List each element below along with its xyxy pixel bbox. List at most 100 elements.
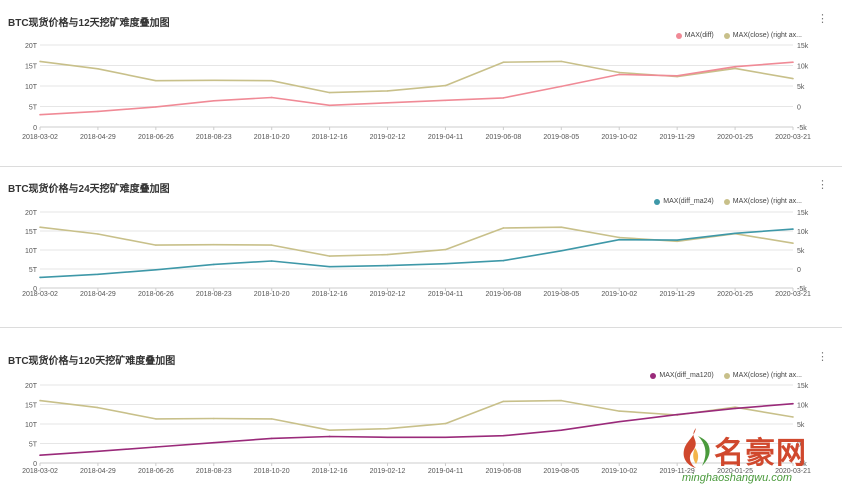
x-tick-label: 2019-08-05 (543, 134, 579, 141)
data-point (212, 99, 215, 102)
x-tick-label: 2018-04-29 (80, 291, 116, 298)
data-point (792, 61, 794, 64)
data-point (97, 273, 99, 276)
y-tick-label-left: 10T (25, 248, 38, 255)
x-tick-label: 2018-04-29 (80, 134, 116, 141)
legend-item-close[interactable]: MAX(close) (right ax... (723, 198, 802, 205)
legend-item-diff[interactable]: MAX(diff) (675, 32, 714, 39)
x-tick-label: 2019-06-08 (485, 291, 521, 298)
chart-panel-24d: BTC现货价格与24天挖矿难度叠加图 ⋮ MAX(diff_ma24) MAX(… (0, 170, 842, 330)
data-point (155, 244, 157, 246)
y-tick-label-right: 15k (797, 43, 809, 50)
y-tick-label-left: 15T (25, 64, 38, 71)
data-point (618, 238, 621, 241)
y-tick-label-left: 10T (25, 84, 38, 91)
x-tick-label: 2020-03-21 (775, 134, 811, 141)
legend-label: MAX(diff_ma24) (663, 198, 714, 205)
x-tick-label: 2019-02-12 (370, 468, 406, 475)
y-tick-label-left: 15T (25, 403, 38, 410)
data-point (734, 232, 736, 235)
chart-panel-12d: BTC现货价格与12天挖矿难度叠加图 ⋮ MAX(diff) MAX(close… (0, 0, 842, 160)
legend-marker (723, 32, 730, 39)
data-point (444, 99, 447, 102)
data-point (155, 418, 157, 420)
data-point (212, 243, 215, 246)
x-tick-label: 2018-04-29 (80, 468, 116, 475)
data-point (792, 402, 794, 405)
data-point (386, 427, 389, 430)
data-point (212, 441, 215, 444)
data-point (212, 417, 215, 420)
x-tick-label: 2018-10-20 (254, 291, 290, 298)
data-point (39, 60, 41, 63)
x-tick-label: 2019-10-02 (601, 468, 637, 475)
divider (0, 166, 842, 167)
x-tick-label: 2018-10-20 (254, 134, 290, 141)
data-point (502, 227, 505, 229)
data-point (444, 422, 447, 425)
data-point (328, 265, 331, 268)
x-tick-label: 2018-03-02 (22, 468, 58, 475)
data-point (386, 102, 389, 104)
more-options-icon[interactable]: ⋮ (817, 179, 828, 191)
x-tick-label: 2019-10-02 (601, 134, 637, 141)
x-tick-label: 2018-10-20 (254, 468, 290, 475)
data-point (39, 276, 41, 279)
y-tick-label-right: -5k (797, 125, 807, 132)
data-point (328, 255, 331, 257)
legend-label: MAX(close) (right ax... (732, 198, 802, 205)
data-point (155, 446, 157, 448)
data-point (560, 85, 563, 88)
legend-label: MAX(diff) (684, 32, 714, 39)
y-tick-label-left: 20T (25, 43, 38, 50)
data-point (270, 260, 273, 262)
chart-panel-120d: BTC现货价格与120天挖矿难度叠加图 ⋮ MAX(diff_ma120) MA… (0, 340, 842, 500)
x-tick-label: 2018-12-16 (312, 468, 348, 475)
x-tick-label: 2019-06-08 (485, 134, 521, 141)
data-point (502, 61, 505, 64)
x-tick-label: 2018-12-16 (312, 134, 348, 141)
series-line (39, 60, 794, 94)
data-point (155, 268, 157, 271)
y-tick-label-right: 5k (797, 84, 805, 91)
data-point (734, 67, 736, 70)
x-tick-label: 2019-11-29 (660, 291, 695, 298)
y-tick-label-right: -5k (797, 286, 807, 293)
data-point (560, 399, 563, 402)
legend-item-diff-ma24[interactable]: MAX(diff_ma24) (654, 198, 714, 205)
series-line (39, 226, 794, 257)
more-options-icon[interactable]: ⋮ (817, 351, 828, 363)
y-tick-label-left: 20T (25, 210, 38, 217)
data-point (97, 110, 99, 113)
x-tick-label: 2018-08-23 (196, 134, 232, 141)
x-tick-label: 2020-03-21 (775, 468, 811, 475)
data-point (444, 436, 447, 439)
y-tick-label-left: 5T (29, 267, 38, 274)
y-tick-label-left: 5T (29, 105, 38, 112)
legend-marker (675, 32, 682, 39)
y-tick-label-left: 0 (33, 125, 37, 132)
legend-item-close[interactable]: MAX(close) (right ax... (723, 32, 802, 39)
legend-item-close[interactable]: MAX(close) (right ax... (723, 372, 802, 379)
data-point (270, 79, 273, 82)
y-tick-label-left: 15T (25, 229, 38, 236)
x-tick-label: 2018-12-16 (312, 291, 348, 298)
legend-marker (723, 372, 730, 379)
data-point (328, 91, 331, 94)
data-point (270, 96, 273, 99)
data-point (676, 74, 678, 77)
y-tick-label-right: 15k (797, 210, 809, 217)
more-options-icon[interactable]: ⋮ (817, 13, 828, 25)
data-point (676, 239, 678, 241)
y-tick-label-right: 5k (797, 422, 805, 429)
x-tick-label: 2019-02-12 (370, 291, 406, 298)
data-point (97, 233, 99, 235)
data-point (676, 413, 678, 416)
x-tick-label: 2019-11-29 (660, 134, 695, 141)
x-tick-label: 2019-11-29 (660, 468, 695, 475)
data-point (328, 104, 331, 107)
legend-marker (654, 198, 661, 205)
legend-item-diff-ma120[interactable]: MAX(diff_ma120) (650, 372, 714, 379)
data-point (792, 228, 794, 230)
y-tick-label-right: 10k (797, 403, 809, 410)
